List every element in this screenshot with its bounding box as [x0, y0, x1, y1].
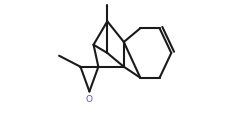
Text: O: O: [86, 95, 93, 104]
